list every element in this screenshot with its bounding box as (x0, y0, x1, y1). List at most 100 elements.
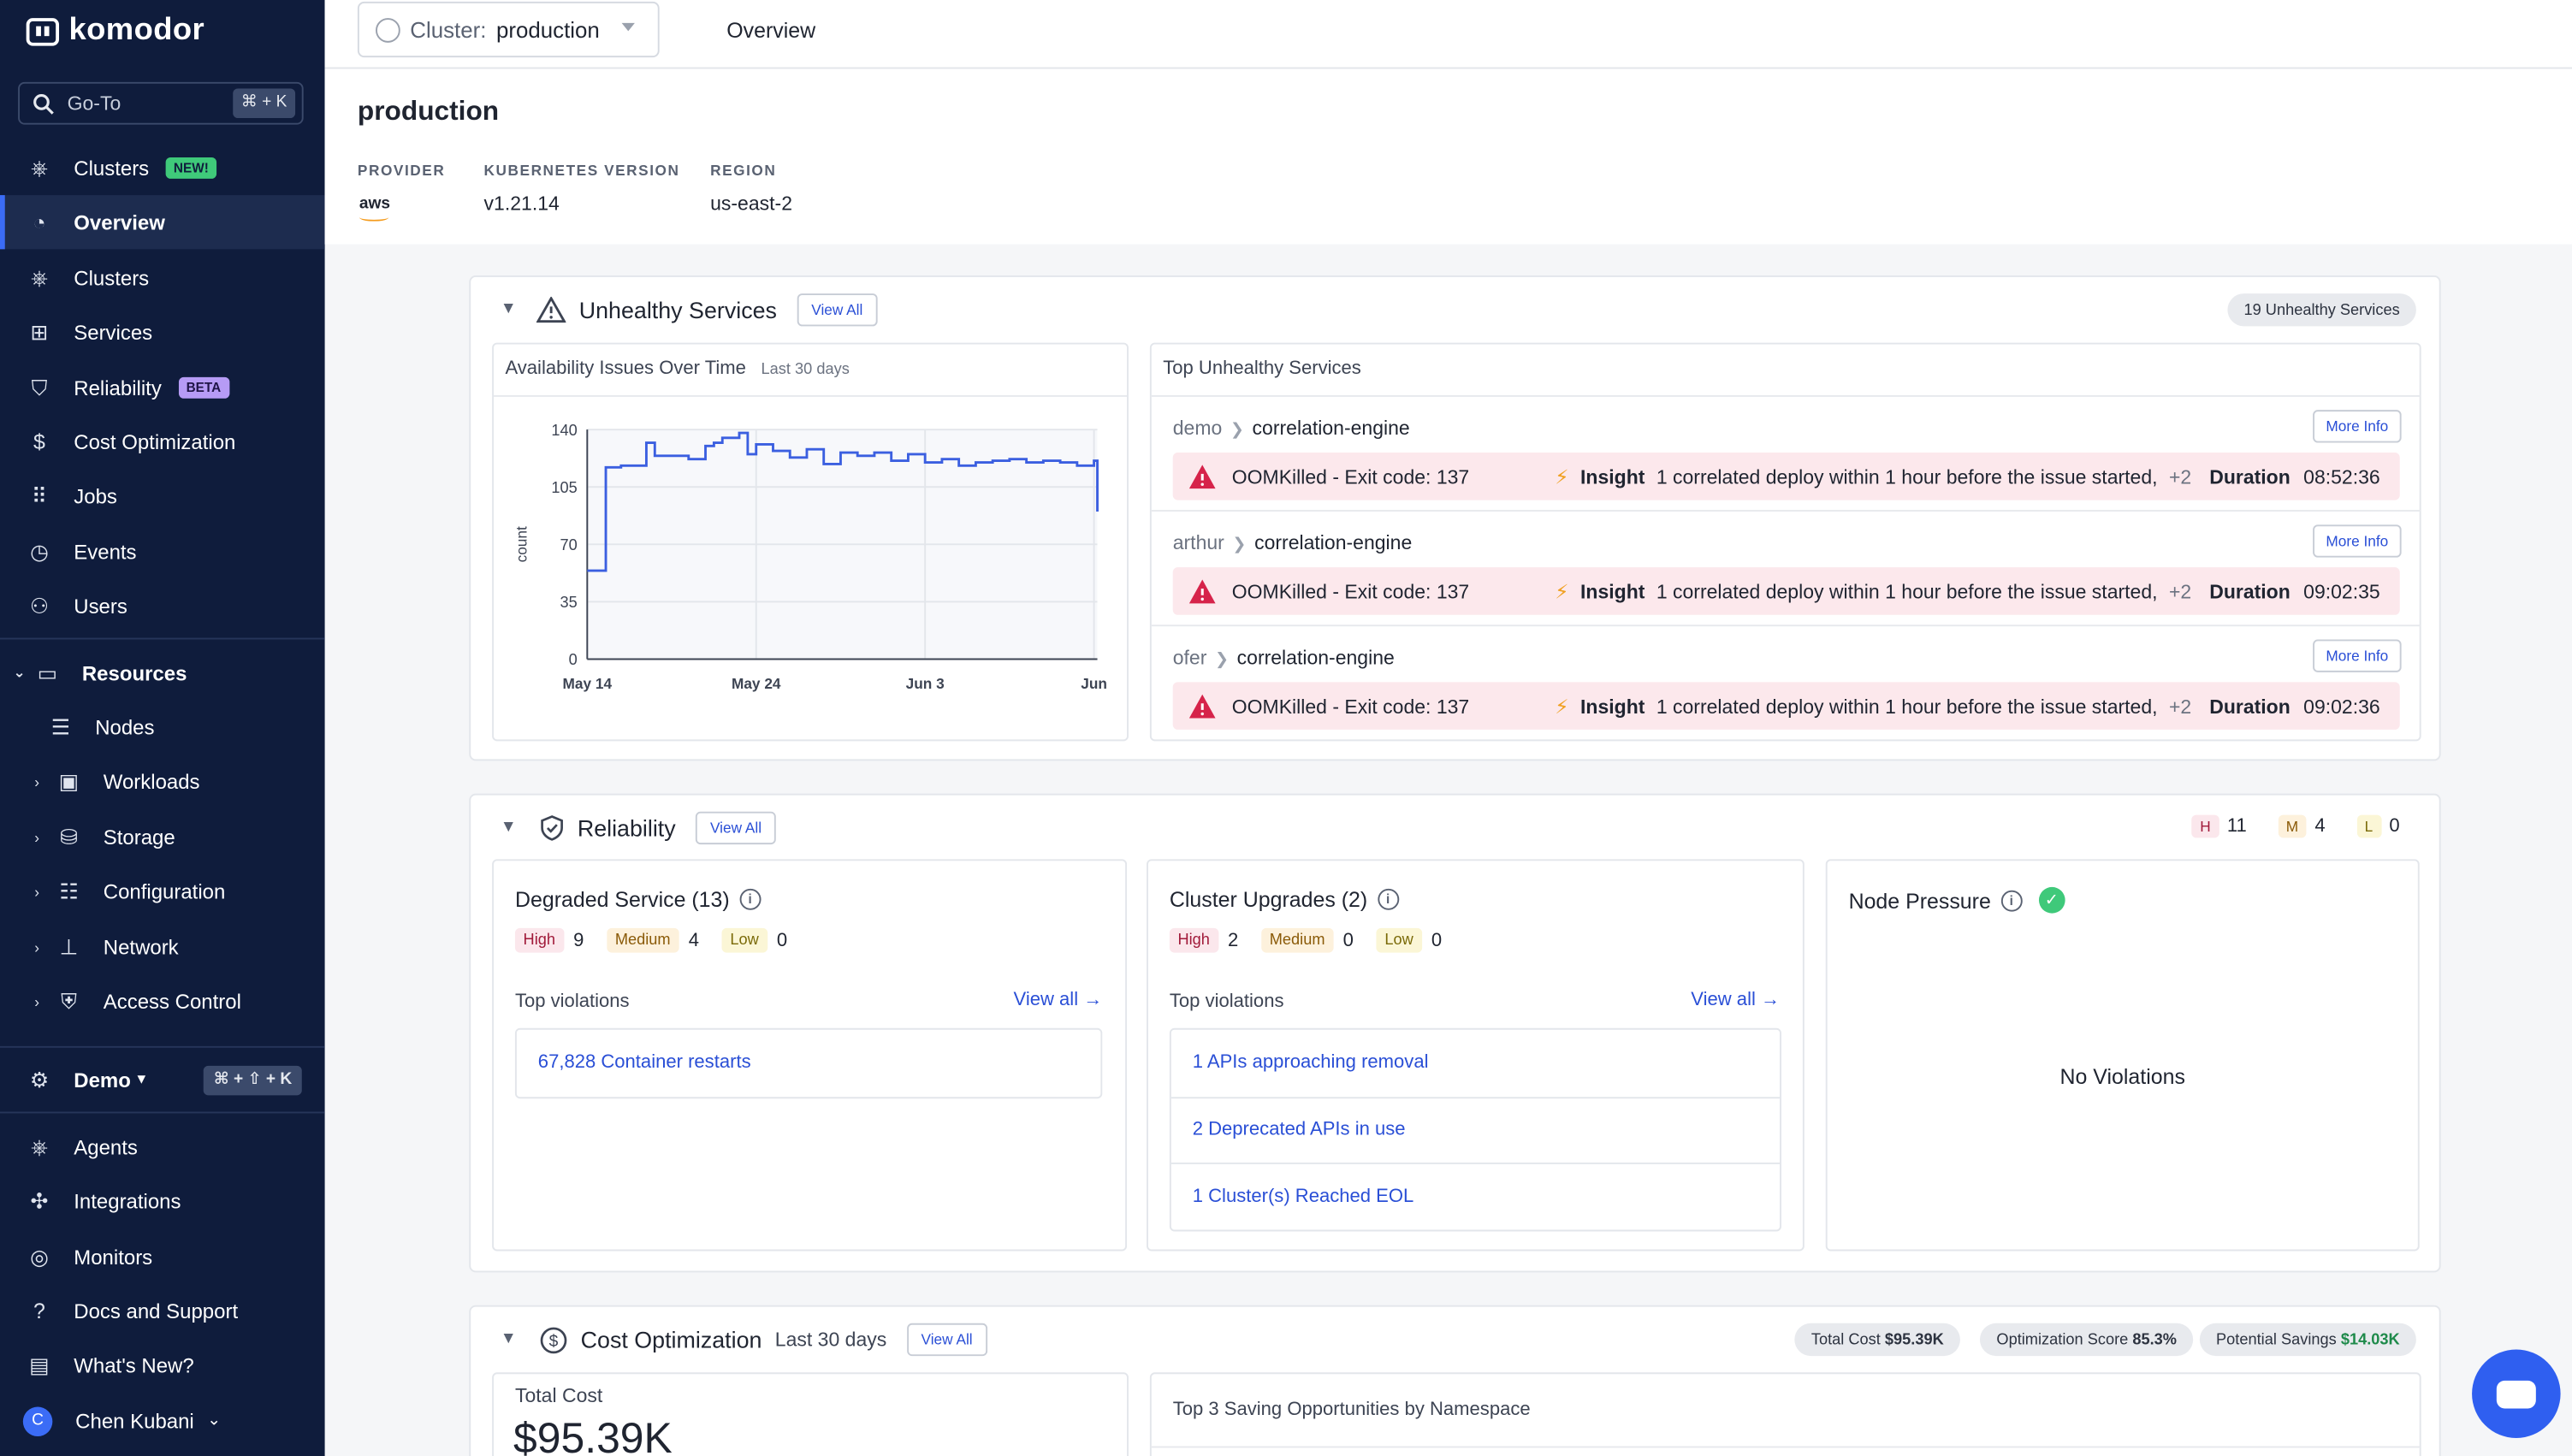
info-icon[interactable]: i (2000, 889, 2023, 911)
severity-high-count: 9 (573, 930, 584, 950)
sidebar-item-clusters[interactable]: ⎈ Clusters (0, 251, 325, 305)
unhealthy-service-row: demo ❯ correlation-engine More Info OOMKil… (1151, 394, 2421, 510)
sidebar-item-label: Users (74, 594, 127, 618)
chat-support-button[interactable] (2472, 1349, 2561, 1438)
dashboard-icon: ◔ (33, 210, 46, 235)
service-name[interactable]: correlation-engine (1254, 531, 1413, 554)
sidebar-item-label: Monitors (74, 1245, 153, 1269)
info-icon[interactable]: i (1377, 888, 1399, 910)
pill-value: $14.03K (2340, 1330, 2400, 1349)
workspace-switcher[interactable]: ⚙ Demo ▾ ⌘ + ⇧ + K (0, 1053, 325, 1107)
info-icon[interactable]: i (739, 888, 762, 910)
sidebar-item-access-control[interactable]: › ⛨ Access Control (0, 974, 325, 1028)
view-all-violations-link[interactable]: View all → (1691, 990, 1781, 1010)
alert-triangle-icon (1188, 693, 1216, 718)
more-info-button[interactable]: More Info (2313, 639, 2402, 672)
insight-label: Insight (1580, 465, 1645, 488)
brand-logo[interactable]: komodor (26, 13, 204, 49)
divider (494, 394, 1128, 397)
pill-label: Potential Savings (2216, 1330, 2337, 1349)
sidebar-item-users[interactable]: ⚇ Users (0, 579, 325, 633)
tab-overview[interactable]: Overview (726, 18, 816, 43)
sidebar-divider (0, 1111, 325, 1114)
sidebar-item-overview[interactable]: ◔ Overview (0, 195, 325, 250)
service-name[interactable]: correlation-engine (1236, 646, 1395, 670)
avatar: C (22, 1406, 53, 1436)
k8s-version-label: KUBERNETES VERSION (483, 162, 680, 179)
chevron-right-icon: › (34, 828, 40, 846)
sidebar-item-clusters-new[interactable]: ⎈ Clusters NEW! (0, 141, 325, 195)
issue-banner[interactable]: OOMKilled - Exit code: 137 ⚡ Insight 1 cor… (1172, 567, 2400, 615)
cluster-select[interactable]: Cluster: production (357, 1, 660, 58)
severity-medium-badge: Medium (1261, 927, 1334, 953)
y-axis-label: count (513, 526, 530, 562)
sidebar-item-label: Docs and Support (74, 1299, 239, 1323)
namespace[interactable]: ofer (1172, 646, 1207, 670)
database-icon: ⛁ (60, 824, 78, 849)
insight-more[interactable]: +2 (2168, 465, 2192, 488)
divider (1151, 1446, 2420, 1448)
more-info-button[interactable]: More Info (2313, 524, 2402, 558)
namespace[interactable]: arthur (1172, 531, 1224, 554)
sidebar-item-services[interactable]: ⊞ Services (0, 305, 325, 359)
sidebar-item-workloads[interactable]: › ▣ Workloads (0, 755, 325, 808)
goto-search[interactable]: Go-To ⌘ + K (18, 81, 304, 125)
collapse-chevron-icon[interactable]: ▼ (500, 818, 517, 837)
sidebar-item-reliability[interactable]: ⛉ Reliability BETA (0, 361, 325, 415)
sidebar-item-agents[interactable]: ⎈ Agents (0, 1120, 325, 1174)
cluster-label: Cluster: (410, 17, 487, 42)
view-all-button[interactable]: View All (906, 1323, 987, 1357)
violation-item[interactable]: 2 Deprecated APIs in use (1170, 1096, 1781, 1163)
region-label: REGION (710, 162, 777, 179)
workload-icon: ▣ (58, 767, 80, 793)
resources-label: Resources (81, 661, 187, 685)
server-icon: ☰ (50, 713, 71, 739)
violation-item[interactable]: 1 Cluster(s) Reached EOL (1170, 1162, 1781, 1229)
sidebar-item-integrations[interactable]: ✣ Integrations (0, 1174, 325, 1228)
sidebar-item-configuration[interactable]: › ☷ Configuration (0, 864, 325, 918)
sidebar-item-whats-new[interactable]: ▤ What's New? (0, 1338, 325, 1392)
top-unhealthy-services-card: Top Unhealthy Services demo ❯ correlation-… (1149, 342, 2421, 742)
shield-check-icon: ⛉ (31, 374, 48, 400)
card-title: Node Pressure (1848, 887, 1991, 913)
sidebar-item-events[interactable]: ◷ Events (0, 524, 325, 578)
news-icon: ▤ (29, 1352, 50, 1377)
chevron-right-icon: › (34, 938, 40, 956)
pill-value: $95.39K (1884, 1330, 1944, 1349)
collapse-chevron-icon[interactable]: ▼ (500, 1329, 517, 1348)
alert-triangle-icon (1188, 578, 1216, 603)
insight-more[interactable]: +2 (2168, 694, 2192, 718)
provider-label: PROVIDER (357, 162, 446, 179)
sidebar-item-network[interactable]: › ⊥ Network (0, 920, 325, 974)
insight-more[interactable]: +2 (2168, 579, 2192, 603)
sidebar-item-jobs[interactable]: ⠿ Jobs (0, 469, 325, 523)
collapse-chevron-icon[interactable]: ▼ (500, 299, 517, 318)
sidebar-item-storage[interactable]: › ⛁ Storage (0, 810, 325, 864)
view-all-button[interactable]: View All (796, 293, 878, 327)
sidebar-item-monitors[interactable]: ◎ Monitors (0, 1230, 325, 1284)
view-all-violations-link[interactable]: View all → (1013, 990, 1103, 1010)
insight-label: Insight (1580, 694, 1645, 718)
issue-banner[interactable]: OOMKilled - Exit code: 137 ⚡ Insight 1 cor… (1172, 453, 2400, 500)
sidebar-resources-header[interactable]: ⌄ ▭ Resources (0, 646, 325, 700)
issue-banner[interactable]: OOMKilled - Exit code: 137 ⚡ Insight 1 cor… (1172, 682, 2400, 730)
violation-item[interactable]: 1 APIs approaching removal (1192, 1053, 1429, 1074)
sidebar-item-cost-optimization[interactable]: $ Cost Optimization (0, 415, 325, 469)
total-cost-card: Total Cost $95.39K (492, 1372, 1129, 1456)
dots-grid-icon: ⠿ (31, 482, 48, 508)
dollar-icon: $ (33, 429, 45, 454)
unhealthy-services-section: ▼ Unhealthy Services View All 19 Unhealt… (469, 275, 2441, 761)
namespace[interactable]: demo (1172, 416, 1223, 440)
violation-item[interactable]: 67,828 Container restarts (537, 1053, 751, 1074)
y-tick-label: 105 (551, 479, 577, 496)
user-menu[interactable]: C Chen Kubani ⌄ (0, 1394, 325, 1447)
sidebar-item-docs-and-support[interactable]: ? Docs and Support (0, 1284, 325, 1338)
sidebar-item-label: Access Control (103, 989, 241, 1013)
view-all-button[interactable]: View All (695, 811, 777, 845)
k8s-version-value: v1.21.14 (483, 192, 560, 216)
search-icon (33, 93, 54, 114)
check-circle-icon: ✓ (2038, 886, 2065, 914)
more-info-button[interactable]: More Info (2313, 410, 2402, 443)
service-name[interactable]: correlation-engine (1252, 416, 1410, 440)
sidebar-item-nodes[interactable]: ☰ Nodes (0, 700, 325, 754)
